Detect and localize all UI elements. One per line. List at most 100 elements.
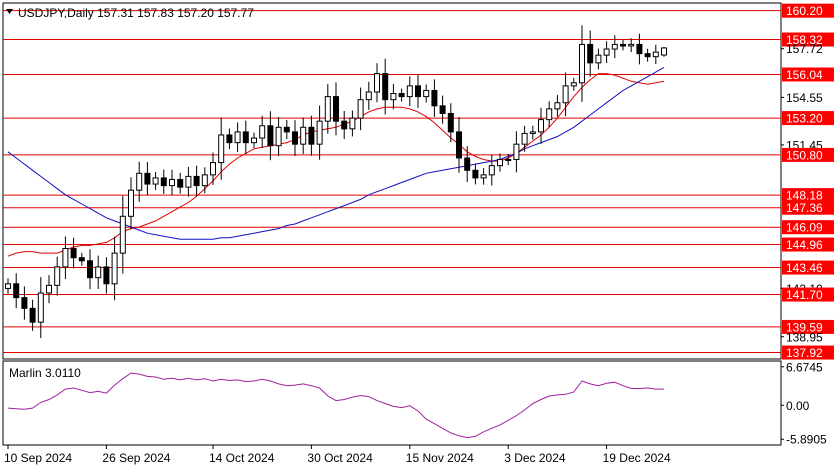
candle-body-6: [54, 266, 61, 286]
candle-body-14: [119, 215, 126, 254]
price-tick-label-9: 147.36: [786, 201, 823, 215]
price-tick-label-1: 158.32: [786, 33, 823, 47]
candle-body-63: [521, 132, 528, 145]
level-badge-17: [782, 345, 834, 360]
candle-body-58: [480, 174, 487, 179]
dropdown-arrow-icon[interactable]: [6, 9, 13, 14]
candle-body-71: [587, 43, 594, 64]
candle-body-32: [267, 125, 274, 147]
candle-body-65: [538, 119, 544, 133]
candle-body-76: [628, 43, 635, 47]
candle-body-34: [283, 126, 290, 133]
candle-body-36: [300, 126, 307, 145]
moving-average-line-1: [7, 66, 665, 240]
candle-body-8: [70, 248, 77, 259]
price-tick-label-17: 137.92: [786, 346, 823, 360]
candle-body-69: [570, 82, 577, 87]
oscillator-tick-label-1: 0.00: [786, 399, 810, 413]
time-tick-label-4: 15 Nov 2024: [406, 451, 474, 465]
time-tick-label-2: 14 Oct 2024: [209, 451, 275, 465]
candle-body-26: [218, 134, 225, 164]
candle-body-37: [308, 126, 315, 145]
level-badge-3: [782, 67, 834, 82]
candle-body-13: [111, 252, 118, 285]
candle-body-12: [103, 266, 110, 285]
candle-body-41: [341, 120, 348, 130]
oscillator-series: [7, 372, 664, 439]
level-badge-7: [782, 147, 834, 162]
time-tick-label-1: 26 Sep 2024: [102, 451, 170, 465]
candle-body-43: [357, 99, 364, 119]
candle-body-48: [398, 93, 405, 98]
candle-body-62: [513, 143, 520, 161]
level-badge-12: [782, 260, 834, 275]
candle-body-17: [144, 172, 151, 185]
candle-body-74: [611, 43, 618, 50]
candle-body-80: [661, 47, 667, 56]
price-tick-label-16: 138.95: [786, 330, 823, 344]
candle-body-40: [333, 96, 339, 122]
price-tick-label-10: 146.09: [786, 221, 823, 235]
indicator-name-label: Marlin 3.0110: [9, 366, 81, 380]
candle-body-66: [546, 108, 553, 121]
level-badge-14: [782, 287, 834, 302]
level-badge-8: [782, 188, 834, 203]
level-lines: [3, 10, 781, 354]
candle-body-79: [652, 51, 659, 58]
price-tick-label-14: 141.70: [786, 288, 823, 302]
candle-body-18: [152, 177, 159, 185]
price-tick-label-4: 154.55: [786, 91, 823, 105]
level-badge-0: [782, 3, 834, 18]
candle-body-44: [365, 91, 372, 101]
oscillator-tick-label-2: -5.8905: [786, 433, 827, 447]
candle-body-2: [21, 297, 28, 309]
price-tick-label-15: 139.59: [786, 320, 823, 334]
oscillator-axis: 6.6745 0.00 -5.8905: [781, 360, 827, 447]
candle-body-16: [136, 172, 143, 191]
price-tick-label-5: 153.20: [786, 112, 823, 126]
candle-body-45: [374, 73, 380, 93]
candle-body-54: [447, 112, 454, 133]
candle-body-21: [177, 178, 184, 188]
candle-body-11: [95, 266, 102, 279]
candle-body-70: [579, 43, 585, 84]
candle-body-7: [62, 248, 69, 268]
candle-body-20: [169, 178, 175, 187]
candle-body-78: [644, 53, 651, 58]
candle-body-31: [259, 125, 266, 139]
candle-body-51: [423, 89, 430, 98]
price-plot-frame: [2, 2, 782, 360]
level-badge-11: [782, 237, 834, 252]
candle-body-5: [46, 284, 52, 294]
candle-body-42: [349, 117, 356, 130]
candle-body-27: [226, 134, 233, 144]
oscillator-tick-label-0: 6.6745: [786, 360, 823, 374]
oscillator-line-0: [7, 372, 664, 439]
candle-body-57: [472, 169, 479, 179]
candle-body-15: [128, 189, 134, 217]
candle-body-9: [78, 257, 85, 262]
candle-body-33: [275, 126, 282, 147]
candle-body-22: [185, 175, 192, 188]
oscillator-plot-frame: [2, 360, 782, 446]
candle-body-77: [636, 43, 643, 55]
candle-body-10: [87, 260, 93, 279]
price-tick-label-8: 148.18: [786, 189, 823, 203]
candle-body-55: [456, 131, 462, 159]
candle-body-23: [193, 175, 200, 187]
candle-body-67: [554, 102, 561, 110]
candle-body-56: [464, 157, 471, 171]
price-tick-label-12: 143.46: [786, 261, 823, 275]
candle-body-3: [29, 307, 36, 323]
candle-body-50: [415, 85, 421, 98]
price-tick-label-11: 144.96: [786, 238, 823, 252]
price-tick-label-0: 160.20: [786, 4, 823, 18]
symbol-info-label: USDJPY,Daily 157.31 157.83 157.20 157.77: [18, 6, 254, 20]
candle-body-29: [242, 131, 249, 144]
candle-body-47: [390, 93, 397, 101]
candle-body-39: [324, 96, 331, 122]
candle-body-4: [37, 292, 44, 323]
candle-body-38: [316, 120, 323, 145]
candle-body-19: [160, 177, 167, 187]
